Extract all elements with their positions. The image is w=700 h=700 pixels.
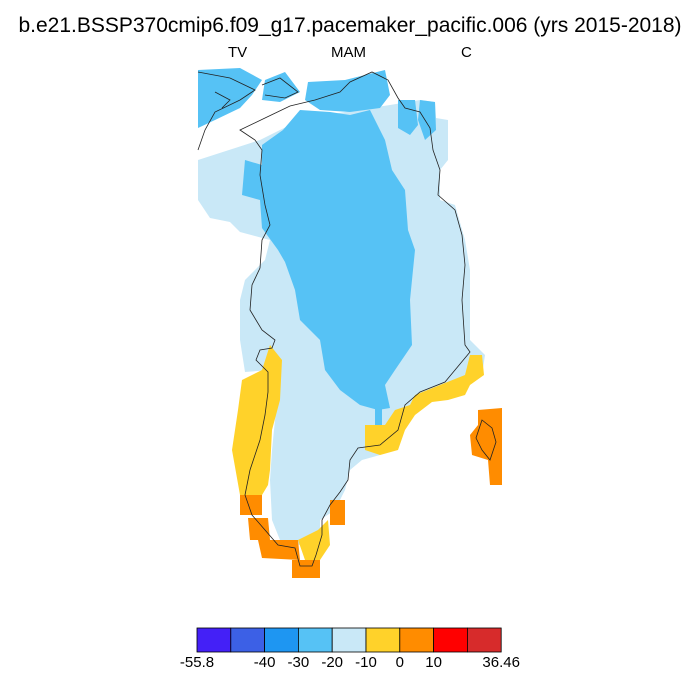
colorbar-label: -20 (321, 654, 344, 671)
colorbar-box (399, 627, 434, 653)
colorbar-labels: -55.8 -40 -30 -20 -10 0 10 36.46 (0, 654, 700, 674)
field-orange (248, 518, 270, 540)
field-medium-blue (398, 100, 418, 135)
coastline (197, 71, 497, 567)
colorbar-box (433, 627, 468, 653)
field-orange (292, 560, 320, 578)
units-label: C (461, 44, 472, 61)
colorbar-box (196, 627, 232, 653)
colorbar-box (466, 627, 502, 653)
field-orange (470, 408, 502, 485)
colorbar-label: -30 (287, 654, 310, 671)
field-orange (258, 540, 300, 560)
colorbar-label: -40 (253, 654, 276, 671)
field-orange (240, 495, 262, 515)
season-label: MAM (331, 44, 366, 61)
colorbar-box (331, 627, 367, 653)
field-medium-blue (262, 72, 300, 102)
colorbar-label: 36.46 (482, 654, 520, 671)
colorbar-label: -10 (355, 654, 377, 671)
field-medium-blue (418, 100, 436, 140)
colorbar-box (365, 627, 401, 653)
field-yellow (232, 345, 282, 495)
colorbar-box (230, 627, 266, 653)
field-orange (330, 500, 345, 525)
field-yellow (365, 355, 484, 455)
colorbar (196, 627, 502, 653)
field-medium-blue (198, 68, 262, 128)
colorbar-label: 10 (425, 654, 442, 671)
field-medium-blue (375, 405, 382, 425)
map-title: b.e21.BSSP370cmip6.f09_g17.pacemaker_pac… (18, 14, 682, 37)
colorbar-box (264, 627, 299, 653)
colorbar-label: -55.8 (179, 654, 215, 671)
field-medium-blue (305, 70, 390, 112)
variable-label: TV (228, 44, 248, 61)
colorbar-label: 0 (395, 654, 404, 671)
field-medium-blue (242, 110, 415, 410)
colorbar-box (297, 627, 333, 653)
